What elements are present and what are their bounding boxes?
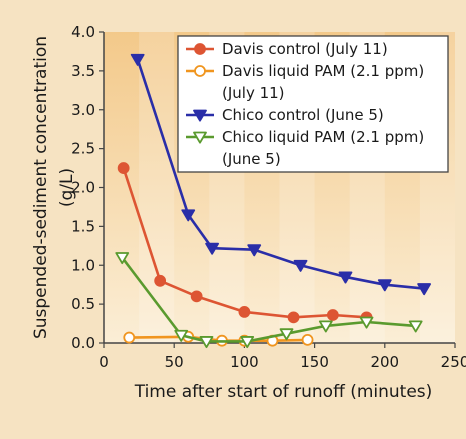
legend-label: Davis control (July 11) xyxy=(222,40,388,58)
legend-label: Chico liquid PAM (2.1 ppm) xyxy=(222,128,424,146)
y-tick-label: 1.5 xyxy=(71,217,95,235)
y-tick-label: 2.5 xyxy=(71,140,95,158)
data-point xyxy=(205,242,220,255)
legend-label: (June 5) xyxy=(222,150,281,168)
data-point xyxy=(279,328,294,341)
legend-item: Davis control (July 11) xyxy=(186,40,388,58)
legend: Davis control (July 11) Davis liquid PAM … xyxy=(177,35,449,173)
legend-box xyxy=(177,35,449,173)
y-tick-label: 0.0 xyxy=(71,334,95,352)
y-tick-label: 4.0 xyxy=(71,23,95,41)
series-3 xyxy=(115,252,423,349)
x-tick-label: 0 xyxy=(99,353,109,371)
data-point xyxy=(181,209,196,222)
data-point xyxy=(123,331,136,344)
data-point xyxy=(115,252,130,265)
y-tick-label: 0.5 xyxy=(71,295,95,313)
y-tick-label: 3.5 xyxy=(71,62,95,80)
data-point xyxy=(377,279,392,292)
x-tick-label: 100 xyxy=(230,353,259,371)
legend-label: Chico control (June 5) xyxy=(222,106,384,124)
x-tick-label: 200 xyxy=(370,353,399,371)
legend-marker xyxy=(194,65,206,77)
y-tick-label: 2.0 xyxy=(71,179,95,197)
data-point xyxy=(174,329,189,342)
data-point xyxy=(130,53,145,66)
y-axis-label-line: Suspended-sediment concentration xyxy=(31,36,51,339)
data-point xyxy=(318,320,333,333)
data-point xyxy=(417,283,432,296)
data-point xyxy=(359,316,374,329)
x-axis-label: Time after start of runoff (minutes) xyxy=(134,382,433,402)
legend-label: (July 11) xyxy=(222,84,285,102)
data-point xyxy=(247,244,262,257)
x-tick-label: 50 xyxy=(165,353,184,371)
data-point xyxy=(408,320,423,333)
x-tick-label: 250 xyxy=(441,353,466,371)
series-line xyxy=(136,58,425,290)
legend-label: Davis liquid PAM (2.1 ppm) xyxy=(222,62,424,80)
legend-marker xyxy=(193,131,207,144)
legend-item: Chico liquid PAM (2.1 ppm) (June 5) xyxy=(186,128,424,168)
data-point xyxy=(338,271,353,284)
legend-item: Chico control (June 5) xyxy=(186,106,384,124)
data-point xyxy=(238,305,251,318)
x-tick-label: 150 xyxy=(300,353,329,371)
data-point xyxy=(199,336,214,349)
data-point xyxy=(287,311,300,324)
legend-marker xyxy=(193,109,207,122)
series-0 xyxy=(117,162,373,324)
y-axis-label-unit: (g/L) xyxy=(57,168,77,207)
y-tick-label: 3.0 xyxy=(71,101,95,119)
y-tick-label: 1.0 xyxy=(71,256,95,274)
legend-marker xyxy=(194,43,206,55)
data-point xyxy=(190,290,203,303)
data-point xyxy=(326,309,339,321)
data-point xyxy=(154,274,167,287)
series-2 xyxy=(130,53,432,296)
data-point xyxy=(293,259,308,272)
data-point xyxy=(301,333,314,346)
series-line xyxy=(121,256,416,343)
data-point xyxy=(117,162,130,174)
legend-item: Davis liquid PAM (2.1 ppm) (July 11) xyxy=(186,62,424,102)
y-axis-label: Suspended-sediment concentration (g/L) xyxy=(31,36,77,339)
data-point xyxy=(240,336,255,349)
